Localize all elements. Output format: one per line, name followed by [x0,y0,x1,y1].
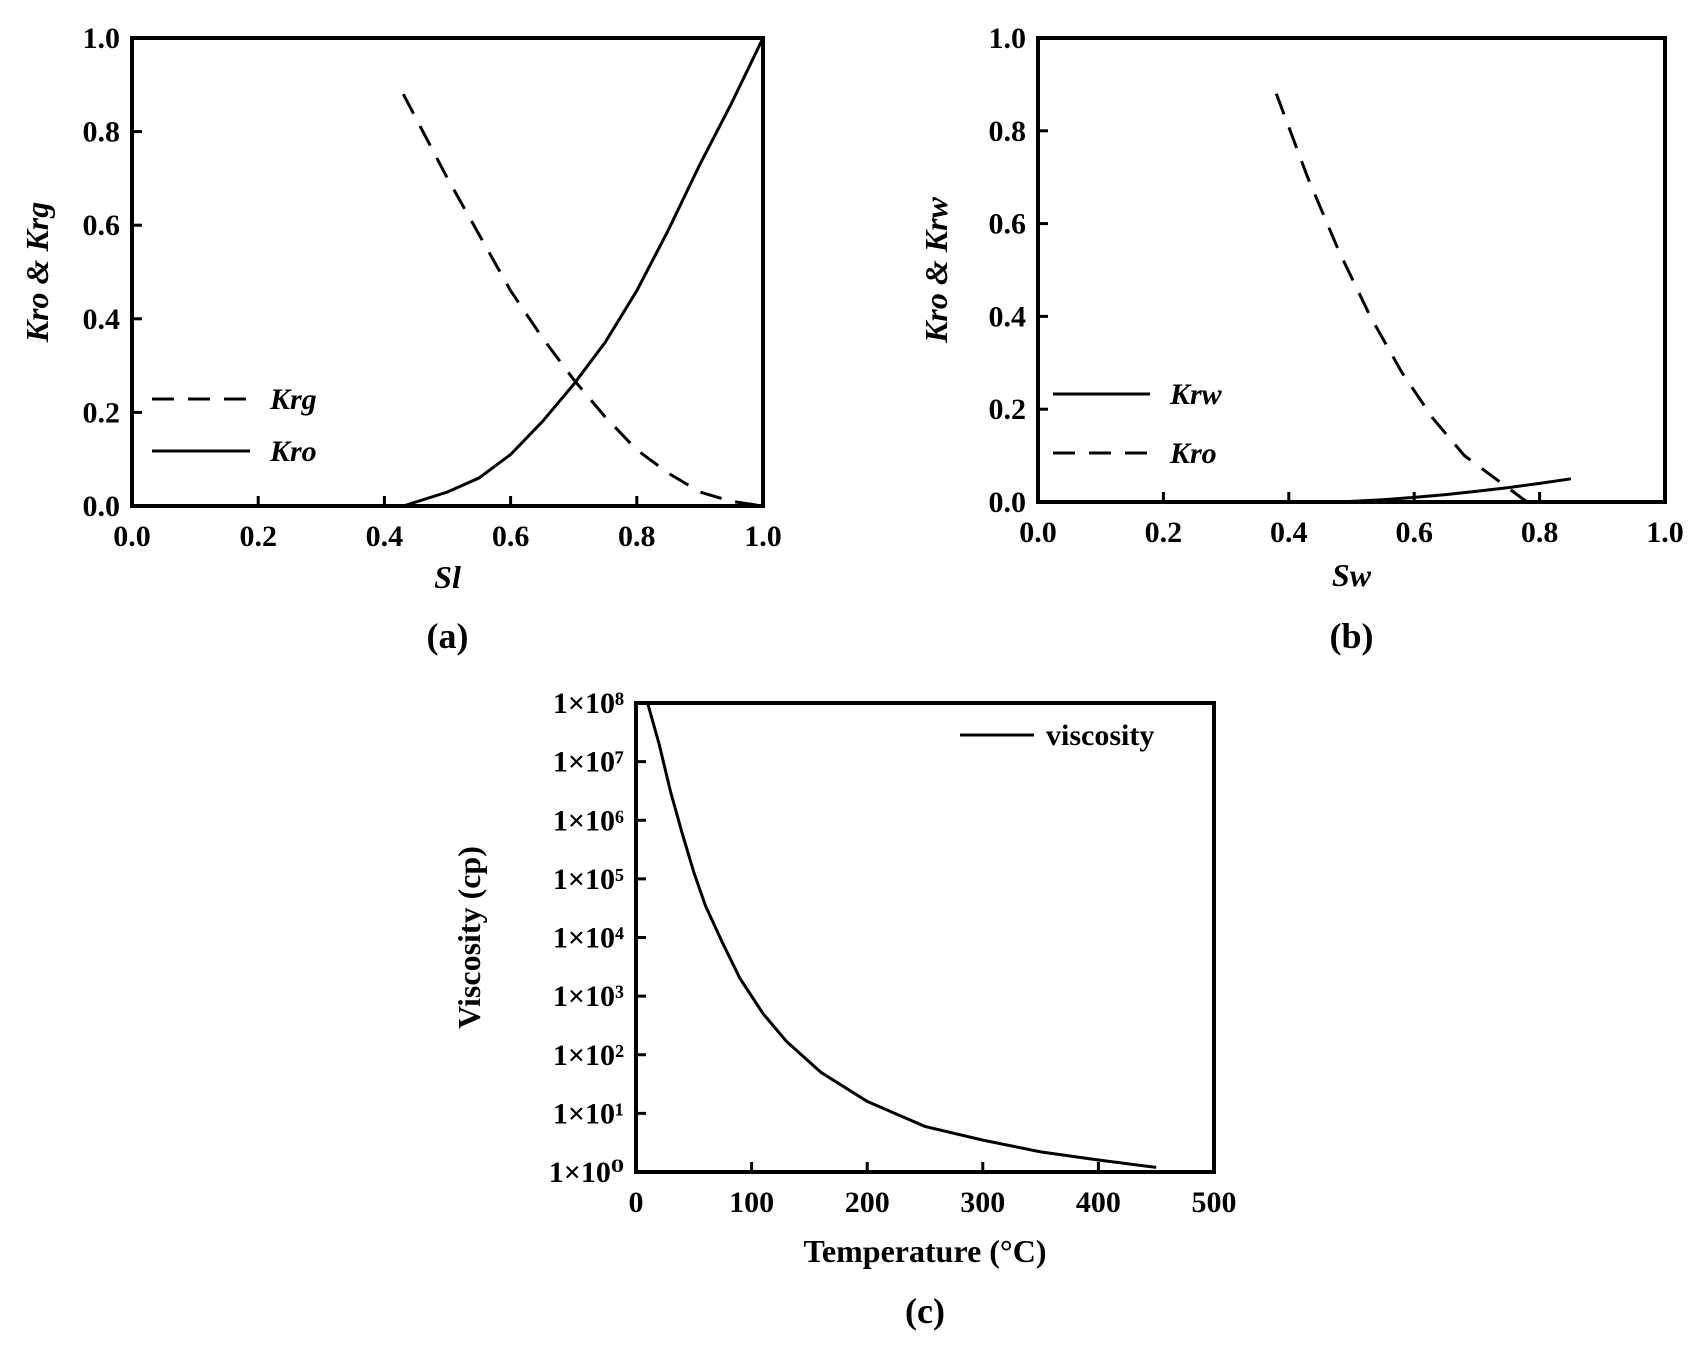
y-tick-label: 1×10² [553,1039,624,1072]
x-tick-label: 0.0 [113,520,151,553]
y-tick-label: 1.0 [83,22,121,55]
x-tick-label: 0.8 [618,520,656,553]
legend-label-kro: Kro [269,435,317,468]
chart-c: 0 100 200 300 400 500 1×10⁰ 1×10¹ 1×10² 1×10³ 1×10… [451,687,1237,1331]
x-tick-label: 0.6 [492,520,530,553]
x-tick-label: 0.6 [1395,516,1433,549]
panel-label: (a) [427,616,469,656]
y-tick-label: 0.4 [83,303,121,336]
y-tick-label: 0.0 [83,490,121,523]
x-tick-label: 0 [629,1186,644,1219]
y-axis-label: Viscosity (cp) [451,846,487,1029]
x-axis-label: Temperature (°C) [804,1233,1047,1269]
plot-frame [1036,36,1667,504]
y-tick-label: 1.0 [989,22,1027,55]
x-axis-label: Sw [1332,557,1372,593]
y-axis-label: Kro & Krw [918,196,954,343]
series-line-krw [1338,477,1572,504]
series-line-krg [401,93,764,508]
y-tick-label: 0.0 [989,486,1027,519]
series-line-kro [402,37,765,508]
x-tick-label: 200 [845,1186,890,1219]
x-axis-label: Sl [434,559,461,595]
x-tick-label: 500 [1192,1186,1237,1219]
x-tick-label: 0.2 [239,520,277,553]
y-tick-label: 1×10³ [553,980,624,1013]
x-tick-label: 100 [729,1186,774,1219]
y-tick-label: 1×10⁰ [549,1156,624,1189]
panel-label: (b) [1330,616,1374,656]
x-tick-label: 300 [960,1186,1005,1219]
x-tick-label: 0.0 [1019,516,1057,549]
y-tick-label: 0.6 [83,209,121,242]
y-tick-label: 0.6 [989,208,1027,241]
y-tick-label: 1×10⁶ [553,804,624,837]
y-tick-label: 0.8 [989,115,1027,148]
panel-label: (c) [905,1291,945,1331]
y-tick-label: 1×10⁴ [553,922,624,955]
series-line-viscosity [646,702,1157,1169]
series-line-kro [1274,93,1528,504]
y-tick-label: 0.2 [989,393,1027,426]
x-tick-label: 0.2 [1145,516,1183,549]
legend-label-krg: Krg [269,383,317,416]
y-axis-label: Kro & Krg [19,202,55,343]
chart-b: 0.0 0.2 0.4 0.6 0.8 1.0 0.0 0.2 0.4 0.6 0.8 1.0 Sw Kr… [918,22,1684,656]
y-tick-label: 1×10⁷ [553,746,624,779]
x-tick-label: 0.4 [1270,516,1308,549]
y-tick-label: 1×10⁸ [553,687,624,720]
chart-a: 0.0 0.2 0.4 0.6 0.8 1.0 0.0 0.2 0.4 0.6 0.8 1.0 Sl Kr… [19,22,782,656]
x-tick-label: 0.8 [1521,516,1559,549]
y-tick-label: 0.4 [989,300,1027,333]
y-tick-label: 0.2 [83,396,121,429]
y-tick-label: 1×10⁵ [553,863,624,896]
x-tick-label: 400 [1076,1186,1121,1219]
x-tick-label: 1.0 [1646,516,1684,549]
y-tick-label: 1×10¹ [553,1097,624,1130]
plot-frame [130,36,765,508]
x-tick-label: 1.0 [744,520,782,553]
plot-frame [634,701,1216,1174]
legend-label-viscosity: viscosity [1046,719,1154,752]
legend-label-krw: Krw [1169,378,1223,411]
legend-label-kro: Kro [1169,437,1217,470]
y-tick-label: 0.8 [83,116,121,149]
x-tick-label: 0.4 [366,520,404,553]
